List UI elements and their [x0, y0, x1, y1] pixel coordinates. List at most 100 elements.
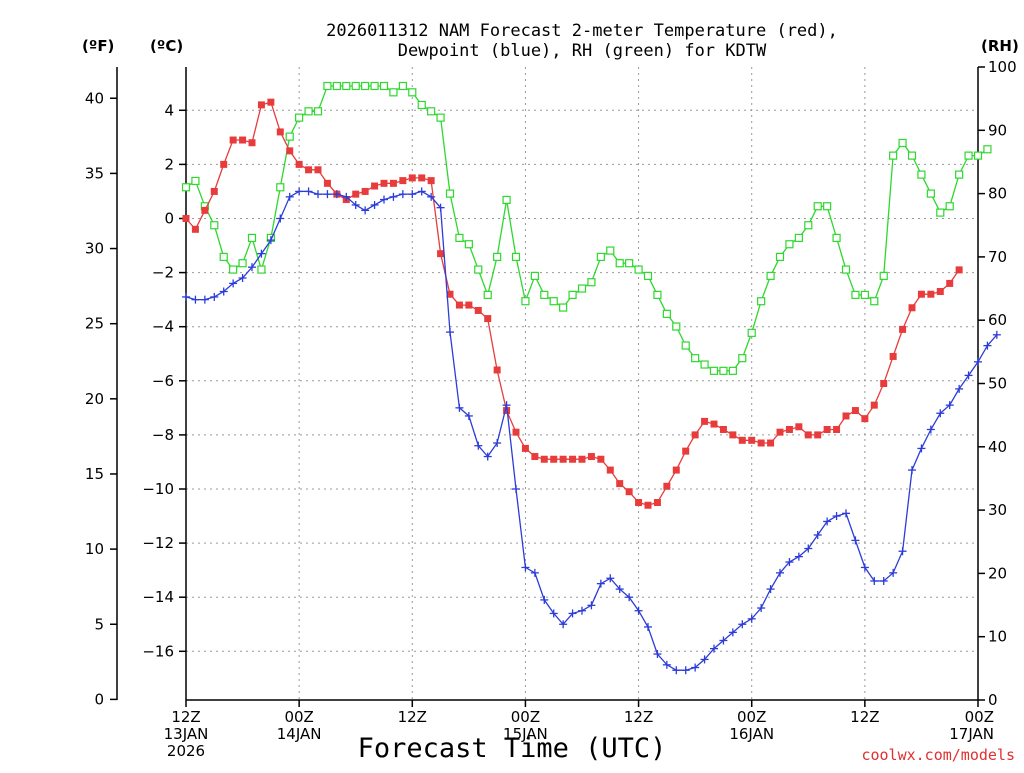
temperature-point	[191, 225, 199, 233]
rh-point	[615, 259, 624, 268]
temperature-point	[493, 366, 501, 374]
rh-point	[955, 170, 964, 179]
rh-point	[738, 354, 747, 363]
dewpoint-point	[926, 425, 935, 434]
dewpoint-point	[757, 604, 766, 613]
rh-point	[851, 290, 860, 299]
rh-point	[926, 189, 935, 198]
temperature-point	[587, 453, 595, 461]
dewpoint-point	[229, 279, 238, 288]
dewpoint-point	[860, 563, 869, 572]
temperature-point	[182, 214, 190, 222]
dewpoint-point	[700, 655, 709, 664]
dewpoint-point	[662, 660, 671, 669]
dewpoint-point	[219, 287, 228, 296]
temperature-point	[210, 187, 218, 195]
dewpoint-point	[549, 609, 558, 618]
rh-point	[521, 297, 530, 306]
temperature-point	[371, 182, 379, 190]
temperature-point	[616, 480, 624, 488]
celsius-tick-label: −4	[152, 318, 174, 336]
dewpoint-point	[276, 214, 285, 223]
temperature-point	[267, 98, 275, 106]
rh-point	[662, 309, 671, 318]
temperature-point	[389, 179, 397, 187]
chart-title-line1: 2026011312 NAM Forecast 2-meter Temperat…	[326, 21, 838, 41]
temperature-point	[606, 466, 614, 474]
temperature-point	[738, 436, 746, 444]
time-tick-label: 15JAN	[503, 725, 548, 743]
rh-point	[304, 107, 313, 116]
temperature-point	[757, 439, 765, 447]
temperature-point	[276, 128, 284, 136]
celsius-tick-label: 0	[164, 209, 174, 227]
rh-point	[436, 113, 445, 122]
rh-point	[370, 81, 379, 91]
temperature-point	[295, 160, 303, 168]
rh-tick-label: 80	[988, 185, 1007, 203]
dewpoint-point	[691, 663, 700, 672]
dewpoint-point	[323, 190, 332, 199]
rh-point	[483, 290, 492, 299]
rh-point	[389, 88, 398, 97]
rh-point	[973, 151, 983, 160]
temperature-point	[672, 466, 680, 474]
temperature-point	[201, 206, 209, 214]
dewpoint-point	[879, 576, 888, 585]
temperature-point	[512, 428, 520, 436]
rh-point	[417, 100, 426, 110]
time-tick-label: 12Z	[624, 708, 653, 726]
celsius-axis: 4 2 0 −2 −4 −6 −8 −10 −12 −14 −16	[142, 101, 186, 660]
celsius-tick-label: −16	[142, 642, 174, 660]
dewpoint-point	[710, 644, 718, 653]
dewpoint-point	[653, 650, 662, 659]
rh-point	[700, 360, 709, 369]
rh-point	[445, 189, 455, 198]
temperature-point	[408, 174, 416, 182]
temperature-point	[748, 436, 756, 444]
dewpoint-point	[182, 292, 190, 301]
dewpoint-point	[464, 411, 473, 420]
temperature-point	[484, 315, 492, 323]
dewpoint-point	[493, 439, 502, 448]
rh-point	[511, 252, 521, 261]
rh-point	[549, 297, 558, 306]
temperature-point	[833, 425, 841, 433]
rh-tick-label: 50	[988, 375, 1007, 393]
dewpoint-point	[964, 371, 973, 380]
temperature-point	[691, 431, 699, 439]
dewpoint-point	[304, 187, 313, 196]
temperature-point	[380, 179, 388, 187]
celsius-tick-label: −2	[152, 264, 174, 282]
temperature-point	[795, 423, 803, 431]
dewpoint-point	[436, 203, 445, 212]
rh-point	[879, 271, 888, 280]
temperature-point	[776, 428, 784, 436]
temperature-point	[701, 417, 709, 425]
rh-point	[191, 176, 200, 186]
rh-tick-label: 40	[988, 438, 1007, 456]
rh-point	[210, 221, 219, 230]
time-tick-label: 12Z	[850, 708, 879, 726]
temperature-point	[936, 288, 944, 296]
dewpoint-point	[596, 579, 605, 588]
rh-point	[757, 297, 766, 306]
rh-point	[295, 113, 304, 122]
temperature-point	[870, 401, 878, 409]
dewpoint-point	[521, 563, 530, 572]
temperature-point	[899, 325, 907, 333]
dewpoint-point	[502, 401, 511, 410]
fahrenheit-tick-label: 30	[85, 240, 104, 258]
dewpoint-point	[851, 536, 860, 545]
temperature-point	[220, 160, 228, 168]
time-tick-label: 16JAN	[729, 725, 774, 743]
fahrenheit-axis: 40 35 30 25 20 15 10 5 0	[85, 89, 117, 708]
rh-point	[917, 170, 926, 179]
dewpoint-point	[285, 192, 294, 201]
dewpoint-point	[983, 341, 992, 350]
rh-point	[398, 81, 407, 91]
dewpoint-point	[776, 568, 784, 577]
rh-point	[804, 221, 813, 230]
